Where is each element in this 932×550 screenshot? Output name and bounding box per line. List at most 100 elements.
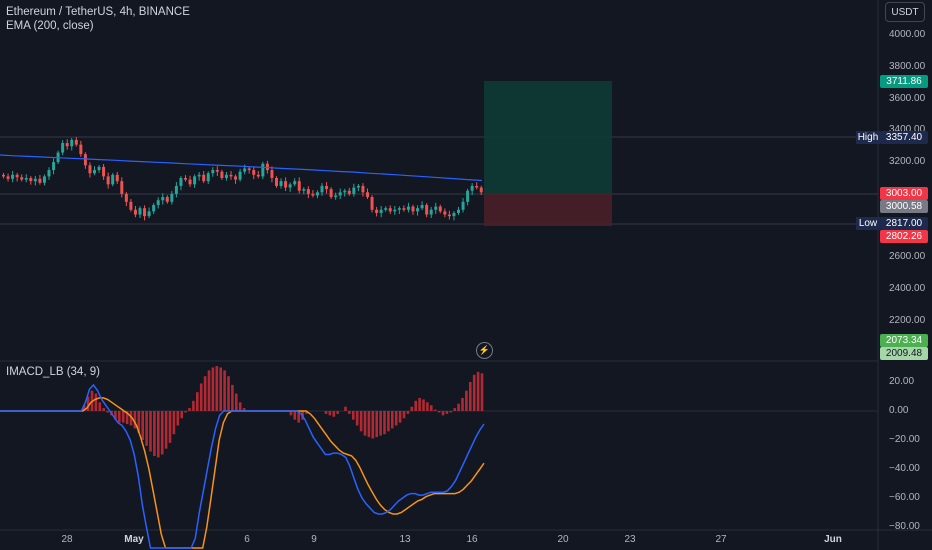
histogram-bar	[164, 411, 168, 449]
candle-body	[138, 208, 142, 215]
lightning-icon[interactable]: ⚡	[476, 342, 493, 359]
candle-body	[293, 181, 297, 185]
histogram-bar	[430, 405, 433, 411]
candle-body	[24, 178, 28, 180]
histogram-bar	[348, 411, 351, 414]
indicator-legend[interactable]: IMACD_LB (34, 9)	[6, 366, 100, 378]
histogram-bar	[406, 411, 410, 414]
histogram-bar	[414, 400, 417, 411]
histogram-bar	[328, 411, 332, 416]
indicator-value-badge: 2073.34	[880, 334, 928, 347]
ema-line	[0, 154, 483, 182]
histogram-bar	[242, 408, 246, 411]
histogram-bar	[387, 411, 390, 432]
indicator-tick: −40.00	[889, 463, 920, 474]
histogram-bar	[137, 411, 141, 433]
price-tick: 3800.00	[889, 61, 926, 72]
histogram-bar	[465, 390, 468, 411]
candle-body	[74, 139, 78, 145]
ema-legend[interactable]: EMA (200, close)	[6, 20, 94, 32]
candle-body	[156, 200, 160, 206]
candle-body	[29, 178, 33, 182]
candle-body	[420, 205, 424, 209]
candle-body	[334, 195, 338, 198]
candle-body	[224, 174, 228, 178]
candle-body	[133, 209, 137, 215]
candle-body	[33, 178, 37, 182]
time-tick: 20	[557, 534, 569, 545]
histogram-bar	[219, 367, 222, 411]
time-tick: Jun	[824, 534, 842, 545]
candle-body	[115, 174, 119, 182]
candle-body	[265, 163, 269, 171]
candle-body	[302, 189, 306, 191]
histogram-bar	[445, 411, 449, 414]
candle-body	[379, 209, 383, 213]
time-tick: 28	[61, 534, 73, 545]
histogram-bar	[129, 411, 133, 426]
candle-body	[343, 190, 347, 193]
histogram-bar	[289, 411, 293, 416]
candle-body	[366, 192, 369, 198]
histogram-bar	[180, 411, 183, 419]
histogram-bar	[168, 411, 172, 443]
candle-body	[434, 206, 438, 210]
symbol-title[interactable]: Ethereum / TetherUS, 4h, BINANCE	[6, 6, 190, 18]
candle-body	[15, 174, 19, 178]
histogram-bar	[359, 411, 363, 432]
histogram-bar	[461, 397, 464, 411]
candle-body	[147, 211, 151, 217]
candle-body	[370, 197, 374, 210]
candle-body	[425, 205, 429, 215]
histogram-bar	[449, 411, 453, 413]
histogram-bar	[82, 405, 86, 411]
candle-body	[375, 209, 379, 213]
indicator-tick: −80.00	[889, 521, 920, 532]
candle-body	[402, 208, 406, 210]
histogram-bar	[211, 367, 215, 411]
histogram-bar	[433, 409, 437, 411]
candle-body	[306, 189, 310, 194]
histogram-bar	[437, 411, 441, 413]
candle-body	[411, 206, 415, 212]
low-label: Low	[856, 217, 880, 230]
candle-body	[393, 209, 397, 212]
candle-body	[256, 174, 260, 177]
histogram-bar	[469, 382, 472, 411]
candle-body	[124, 193, 128, 202]
chart-legend: Ethereum / TetherUS, 4h, BINANCE EMA (20…	[6, 5, 190, 33]
candle-body	[111, 174, 115, 185]
price-tick: 2600.00	[889, 251, 926, 262]
high-price-badge: 3357.40	[880, 131, 928, 144]
histogram-bar	[223, 370, 226, 411]
indicator-tick: 0.00	[889, 405, 909, 416]
histogram-bar	[367, 411, 371, 438]
price-tick: 3200.00	[889, 156, 926, 167]
histogram-bar	[293, 411, 297, 420]
macd-line	[0, 383, 485, 549]
histogram-bar	[352, 411, 355, 420]
candle-body	[252, 170, 256, 175]
candle-body	[11, 174, 15, 179]
candle-body	[384, 208, 388, 210]
histogram-bar	[160, 411, 164, 455]
candle-body	[197, 174, 201, 177]
candle-body	[120, 181, 124, 194]
price-tick: 3600.00	[889, 93, 926, 104]
candle-body	[466, 190, 470, 202]
histogram-bar	[121, 411, 125, 423]
candle-body	[2, 174, 5, 177]
price-tick: 3400.00	[889, 124, 926, 135]
histogram-bar	[118, 411, 121, 423]
time-tick: May	[124, 534, 144, 545]
histogram-bar	[133, 411, 137, 429]
histogram-bar	[203, 376, 207, 411]
candle-body	[284, 181, 288, 188]
candle-body	[220, 171, 224, 178]
candle-body	[329, 189, 333, 198]
histogram-bar	[141, 411, 144, 440]
time-tick: 6	[244, 534, 250, 545]
currency-button[interactable]: USDT	[885, 2, 925, 22]
histogram-bar	[196, 392, 199, 411]
